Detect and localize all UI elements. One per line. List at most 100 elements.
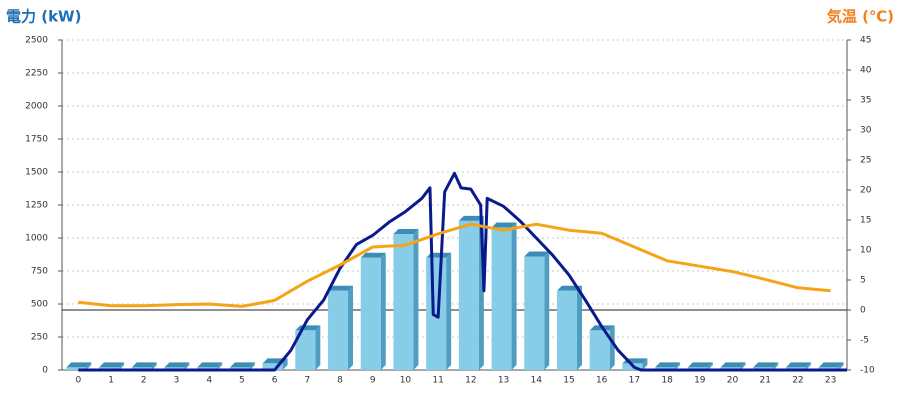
y-axis-title: 電力 (kW) [6, 8, 81, 26]
bar-side [707, 362, 713, 370]
bar-side [119, 362, 125, 370]
x-tick-label: 2 [141, 376, 147, 386]
x-tick-label: 22 [792, 376, 803, 386]
bar [262, 363, 283, 370]
y-tick-label: 1250 [25, 201, 48, 211]
bar-top [99, 362, 125, 368]
x-tick-label: 10 [400, 376, 412, 386]
x-tick-label: 9 [370, 376, 376, 386]
bar-side [838, 362, 844, 370]
bar-side [184, 362, 190, 370]
bar-side [217, 362, 223, 370]
x-tick-label: 20 [727, 376, 739, 386]
bar [426, 257, 447, 370]
bar-side [413, 229, 419, 370]
bar [393, 234, 414, 370]
bar-top [131, 362, 157, 368]
bar-side [249, 362, 255, 370]
x-tick-label: 11 [432, 376, 443, 386]
y-tick-label: 250 [31, 333, 48, 343]
x-tick-label: 23 [825, 376, 836, 386]
y2-tick-label: -5 [860, 336, 869, 346]
bar-top [687, 362, 713, 368]
bar-top [360, 252, 386, 258]
y-tick-label: 1750 [25, 135, 48, 145]
bar [360, 257, 381, 370]
bar-top [753, 362, 779, 368]
y2-axis-title: 気温 (℃) [827, 8, 894, 26]
bar-top [197, 362, 223, 368]
x-tick-label: 8 [337, 376, 343, 386]
bar [295, 330, 316, 370]
bar [66, 367, 87, 370]
bar-top [229, 362, 255, 368]
bar-side [315, 325, 321, 370]
x-tick-label: 6 [272, 376, 278, 386]
x-tick-label: 14 [531, 376, 543, 386]
bar-top [66, 362, 92, 368]
bar [589, 330, 610, 370]
bar-top [328, 285, 354, 291]
x-tick-label: 0 [75, 376, 81, 386]
bar-side [805, 362, 811, 370]
temperature-line [78, 222, 831, 308]
bar [458, 220, 479, 370]
bar [328, 290, 349, 370]
x-tick-label: 17 [629, 376, 640, 386]
bar-top [524, 251, 550, 257]
bar-side [609, 325, 615, 370]
bar-side [740, 362, 746, 370]
y2-tick-label: 5 [860, 276, 866, 286]
y-tick-label: 500 [31, 300, 48, 310]
bar-top [655, 362, 681, 368]
bar [556, 290, 577, 370]
bar-side [282, 358, 288, 370]
x-tick-label: 16 [596, 376, 608, 386]
x-tick-label: 18 [661, 376, 673, 386]
bar-side [544, 251, 550, 370]
bar-top [164, 362, 190, 368]
y2-tick-label: 25 [860, 156, 871, 166]
bar-top [785, 362, 811, 368]
x-tick-label: 19 [694, 376, 706, 386]
y-tick-label: 2500 [25, 36, 48, 46]
x-tick-label: 7 [304, 376, 310, 386]
bar-side [576, 285, 582, 370]
bar-top [818, 362, 844, 368]
y-tick-label: 1500 [25, 168, 48, 178]
y-tick-label: 0 [42, 366, 48, 376]
bar-top [720, 362, 746, 368]
x-tick-label: 15 [563, 376, 574, 386]
y2-tick-label: 35 [860, 96, 871, 106]
y2-tick-label: 45 [860, 36, 871, 46]
bar-side [86, 362, 92, 370]
y2-tick-label: 30 [860, 126, 872, 136]
y2-tick-label: 40 [860, 66, 872, 76]
bar-top [491, 222, 517, 228]
bar-side [511, 222, 517, 370]
y2-tick-label: -10 [860, 366, 875, 376]
x-tick-label: 4 [206, 376, 212, 386]
x-tick-label: 21 [760, 376, 771, 386]
y2-tick-label: 10 [860, 246, 872, 256]
y2-tick-label: 15 [860, 216, 871, 226]
x-tick-label: 3 [174, 376, 180, 386]
bar-side [380, 252, 386, 370]
y-tick-label: 2000 [25, 102, 48, 112]
bar-side [446, 252, 452, 370]
y-tick-label: 750 [31, 267, 48, 277]
x-tick-label: 13 [498, 376, 509, 386]
bar-top [458, 215, 484, 221]
bar-side [151, 362, 157, 370]
y-tick-label: 1000 [25, 234, 48, 244]
bar [524, 256, 545, 370]
bar-side [675, 362, 681, 370]
x-tick-label: 12 [465, 376, 476, 386]
bar-top [393, 229, 419, 235]
y-tick-label: 2250 [25, 69, 48, 79]
bar-side [348, 285, 354, 370]
x-tick-label: 5 [239, 376, 245, 386]
y2-tick-label: 20 [860, 186, 872, 196]
bar-side [642, 358, 648, 370]
